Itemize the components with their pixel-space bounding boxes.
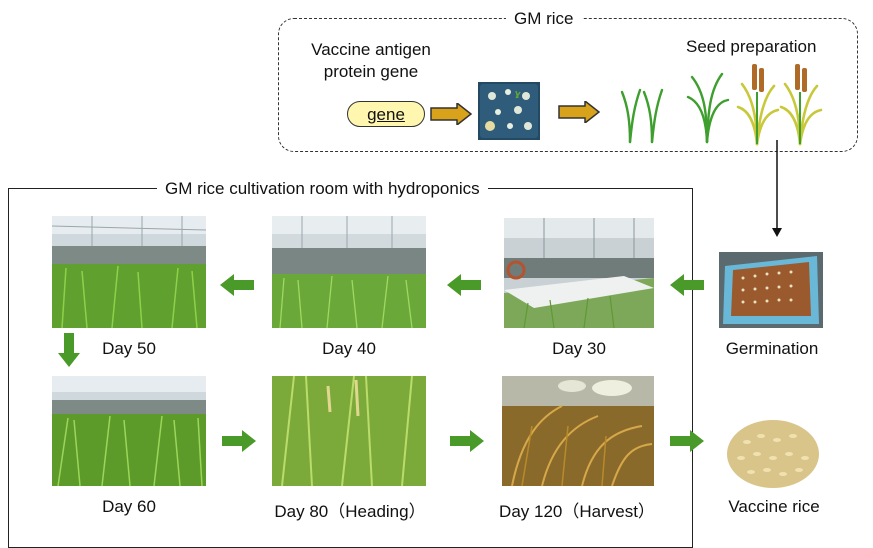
green-arrow-right-2: [450, 430, 486, 457]
green-arrow-left-1: [220, 274, 256, 301]
gene-label: gene: [367, 105, 405, 124]
label-day-50: Day 50: [102, 339, 156, 358]
green-arrow-down: [58, 333, 80, 372]
photo-day-60: [52, 376, 206, 486]
black-arrow-down: [770, 140, 784, 243]
label-day-30: Day 30: [552, 339, 606, 358]
green-arrow-right-3: [670, 430, 706, 457]
green-arrow-left-2: [447, 274, 483, 301]
label-day-120: Day 120（Harvest）: [499, 502, 655, 521]
photo-day-80: [272, 376, 426, 486]
callus-culture-image: [478, 82, 540, 140]
photo-day-120: [502, 376, 654, 486]
photo-day-30: [504, 218, 654, 328]
photo-day-50: [52, 216, 206, 328]
label-germination: Germination: [725, 339, 819, 358]
gene-title: Vaccine antigen protein gene: [296, 39, 446, 83]
label-vaccine-rice: Vaccine rice: [728, 497, 820, 516]
gm-rice-title: GM rice: [506, 9, 582, 29]
photo-germination: [719, 252, 823, 328]
gene-title-line2: protein gene: [323, 62, 419, 81]
gene-title-line1: Vaccine antigen: [311, 40, 431, 59]
label-day-40: Day 40: [322, 339, 376, 358]
orange-arrow-2: [557, 101, 601, 123]
orange-arrow-1: [429, 103, 473, 125]
cultivation-title: GM rice cultivation room with hydroponic…: [157, 179, 488, 199]
green-arrow-right-1: [222, 430, 258, 457]
label-day-80: Day 80（Heading）: [274, 502, 426, 521]
photo-day-40: [272, 216, 426, 328]
seed-preparation-label: Seed preparation: [686, 37, 817, 56]
rice-plants-illustration: [612, 62, 832, 148]
label-day-60: Day 60: [102, 497, 156, 516]
gene-capsule: gene: [347, 101, 425, 127]
green-arrow-left-3: [670, 274, 706, 301]
photo-vaccine-rice: [727, 418, 819, 488]
